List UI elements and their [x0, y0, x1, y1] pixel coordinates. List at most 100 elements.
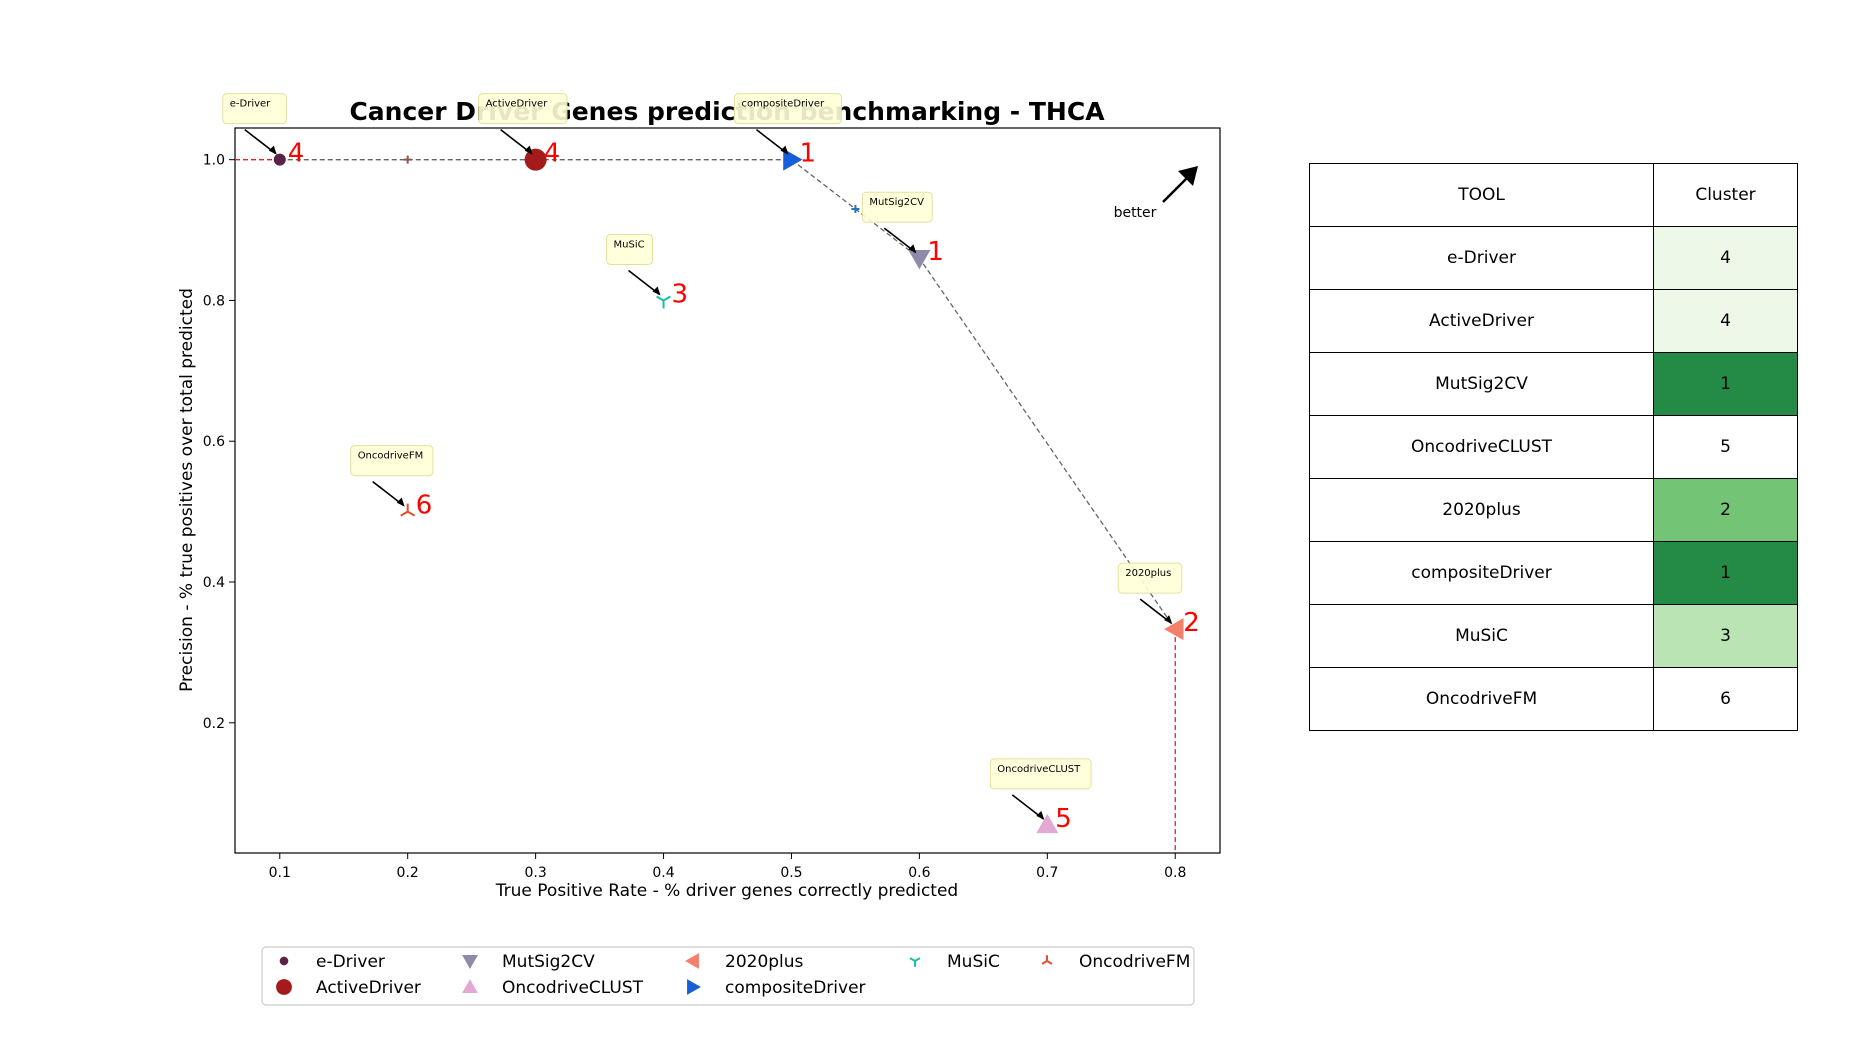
- cluster-number-label: 2: [1183, 608, 1200, 638]
- legend-item: MuSiC: [909, 952, 1000, 972]
- data-markers: [273, 148, 1184, 834]
- table-row: MutSig2CV 1: [1309, 352, 1798, 416]
- legend-label: ActiveDriver: [316, 978, 421, 998]
- tool-cell: e-Driver: [1309, 226, 1654, 290]
- point-music: [656, 295, 671, 309]
- legend-label: 2020plus: [725, 952, 804, 972]
- legend-item: e-Driver: [279, 952, 385, 972]
- annotation-box: [1117, 562, 1183, 594]
- x-tick-label: 0.7: [1036, 865, 1058, 881]
- cluster-table: TOOL Cluster e-Driver 4 ActiveDriver 4 M…: [1309, 163, 1798, 731]
- tool-cell: MutSig2CV: [1309, 352, 1654, 416]
- tool-cell: compositeDriver: [1309, 541, 1654, 605]
- x-tick-label: 0.2: [397, 865, 419, 881]
- tool-cell: ActiveDriver: [1309, 289, 1654, 353]
- legend-label: OncodriveCLUST: [502, 978, 644, 998]
- tool-cell: OncodriveFM: [1309, 667, 1654, 731]
- axis-ticks: 0.1 0.2 0.3 0.4 0.5 0.6 0.7 0.8 0.2 0.4 0.6 0.8 1.0: [203, 153, 1187, 881]
- legend-item: OncodriveCLUST: [462, 978, 644, 998]
- legend-marker: [462, 979, 478, 993]
- tool-column-header: TOOL: [1309, 163, 1654, 227]
- point-mutsig2cv: [908, 249, 931, 270]
- y-tick-label: 0.4: [203, 575, 225, 591]
- annotation-label: ActiveDriver: [486, 99, 549, 110]
- x-tick-label: 0.6: [908, 865, 930, 881]
- legend-marker: [279, 956, 289, 966]
- legend-item: MutSig2CV: [462, 952, 595, 972]
- annotation-label: e-Driver: [230, 99, 271, 110]
- annotation-box: [350, 445, 434, 477]
- annotation-arrow-head: [524, 145, 533, 155]
- cluster-number-label: 6: [416, 491, 433, 521]
- annotation-label: 2020plus: [1125, 568, 1171, 579]
- annotation-label: OncodriveCLUST: [997, 764, 1081, 775]
- table-header-row: TOOL Cluster: [1309, 163, 1798, 227]
- legend-marker: [276, 979, 292, 995]
- cluster-cell: 1: [1653, 541, 1798, 605]
- pareto-frontier-line: [279, 159, 1176, 630]
- annotation-arrow-head: [1036, 810, 1045, 820]
- y-axis-label: Precision - % true positives over total …: [177, 288, 197, 692]
- chart-title: Cancer Driver Genes prediction benchmark…: [349, 97, 1105, 126]
- point-annotations: e-Driver 4 ActiveDriver 4 MutSig2CV 1 Oncodriv…: [222, 93, 1200, 834]
- better-label: better: [1114, 205, 1157, 221]
- frontier-vertex: [403, 155, 412, 164]
- annotation-box: [989, 758, 1092, 790]
- legend-label: compositeDriver: [725, 978, 866, 998]
- legend: e-Driver ActiveDriver MutSig2CV OncodriveCL…: [261, 946, 1195, 1006]
- legend-label: MuSiC: [947, 952, 1000, 972]
- better-arrow-shaft: [1162, 176, 1189, 203]
- table-row: MuSiC 3: [1309, 604, 1798, 668]
- cluster-number-label: 4: [288, 139, 305, 169]
- annotation-arrow-head: [1164, 615, 1173, 625]
- point-2020plus: [1164, 618, 1184, 641]
- table-row: OncodriveCLUST 5: [1309, 415, 1798, 479]
- cluster-number-label: 4: [544, 139, 561, 169]
- better-arrow-head: [1178, 166, 1198, 186]
- x-tick-label: 0.3: [524, 865, 546, 881]
- point-oncodriveclust: [1036, 813, 1059, 834]
- x-tick-label: 0.5: [780, 865, 802, 881]
- point-e-driver: [273, 153, 286, 166]
- better-indicator: better: [1114, 166, 1198, 221]
- annotation-box: [606, 233, 654, 265]
- legend-item: compositeDriver: [687, 978, 866, 998]
- annotation-label: OncodriveFM: [358, 451, 424, 462]
- y-tick-label: 1.0: [203, 153, 225, 169]
- annotation-label: MuSiC: [614, 239, 645, 250]
- cluster-cell: 6: [1653, 667, 1798, 731]
- x-axis-label: True Positive Rate - % driver genes corr…: [495, 881, 958, 901]
- x-tick-label: 0.4: [652, 865, 674, 881]
- point-oncodrivefm: [400, 503, 416, 517]
- legend-label: MutSig2CV: [502, 952, 595, 972]
- legend-item: OncodriveFM: [1041, 952, 1190, 972]
- frontier-vertex: [851, 204, 860, 213]
- tool-cell: 2020plus: [1309, 478, 1654, 542]
- legend-marker: [909, 957, 921, 967]
- pareto-frontier-layer: [235, 155, 1176, 853]
- cluster-cell: 2: [1653, 478, 1798, 542]
- x-tick-label: 0.1: [269, 865, 291, 881]
- annotation-arrow-head: [652, 286, 661, 296]
- table-row: OncodriveFM 6: [1309, 667, 1798, 731]
- cluster-cell: 4: [1653, 226, 1798, 290]
- cluster-cell: 4: [1653, 289, 1798, 353]
- annotation-label: compositeDriver: [741, 99, 825, 110]
- point-activedriver: [524, 148, 547, 171]
- cluster-number-label: 5: [1055, 804, 1072, 834]
- cluster-column-header: Cluster: [1653, 163, 1798, 227]
- plot-area: [234, 127, 1221, 854]
- cluster-number-label: 3: [672, 279, 689, 309]
- legend-item: 2020plus: [685, 952, 804, 972]
- legend-label: e-Driver: [316, 952, 385, 972]
- table-row: e-Driver 4: [1309, 226, 1798, 290]
- annotation-box: [478, 93, 568, 125]
- legend-marker: [462, 955, 478, 969]
- cluster-cell: 3: [1653, 604, 1798, 668]
- legend-marker: [1041, 955, 1053, 965]
- cluster-cell: 5: [1653, 415, 1798, 479]
- legend-marker: [687, 979, 701, 995]
- legend-label: OncodriveFM: [1079, 952, 1190, 972]
- x-tick-label: 0.8: [1164, 865, 1186, 881]
